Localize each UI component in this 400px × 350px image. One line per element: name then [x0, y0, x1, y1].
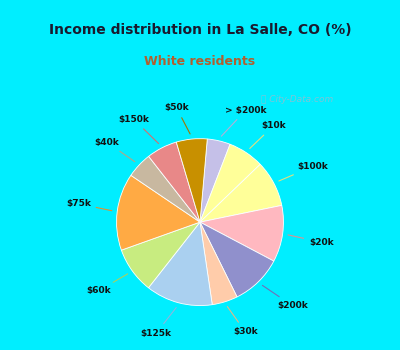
- Wedge shape: [200, 222, 237, 304]
- Wedge shape: [131, 156, 200, 222]
- Wedge shape: [200, 144, 260, 222]
- Wedge shape: [200, 205, 284, 261]
- Text: $50k: $50k: [164, 104, 190, 134]
- Text: $10k: $10k: [250, 121, 286, 148]
- Text: ⓘ City-Data.com: ⓘ City-Data.com: [261, 95, 333, 104]
- Text: $125k: $125k: [141, 308, 176, 338]
- Wedge shape: [116, 175, 200, 250]
- Text: $60k: $60k: [86, 274, 128, 295]
- Text: > $200k: > $200k: [221, 106, 266, 136]
- Text: $75k: $75k: [66, 199, 112, 211]
- Wedge shape: [200, 139, 230, 222]
- Wedge shape: [149, 142, 200, 222]
- Wedge shape: [148, 222, 212, 306]
- Text: $20k: $20k: [288, 235, 334, 247]
- Text: $150k: $150k: [119, 115, 158, 144]
- Text: White residents: White residents: [144, 55, 256, 68]
- Wedge shape: [200, 164, 282, 222]
- Text: $100k: $100k: [279, 162, 328, 181]
- Wedge shape: [200, 222, 274, 297]
- Text: $200k: $200k: [262, 285, 308, 310]
- Text: $40k: $40k: [95, 138, 135, 162]
- Wedge shape: [176, 139, 207, 222]
- Text: $30k: $30k: [227, 307, 258, 336]
- Text: Income distribution in La Salle, CO (%): Income distribution in La Salle, CO (%): [49, 23, 351, 37]
- Wedge shape: [121, 222, 200, 288]
